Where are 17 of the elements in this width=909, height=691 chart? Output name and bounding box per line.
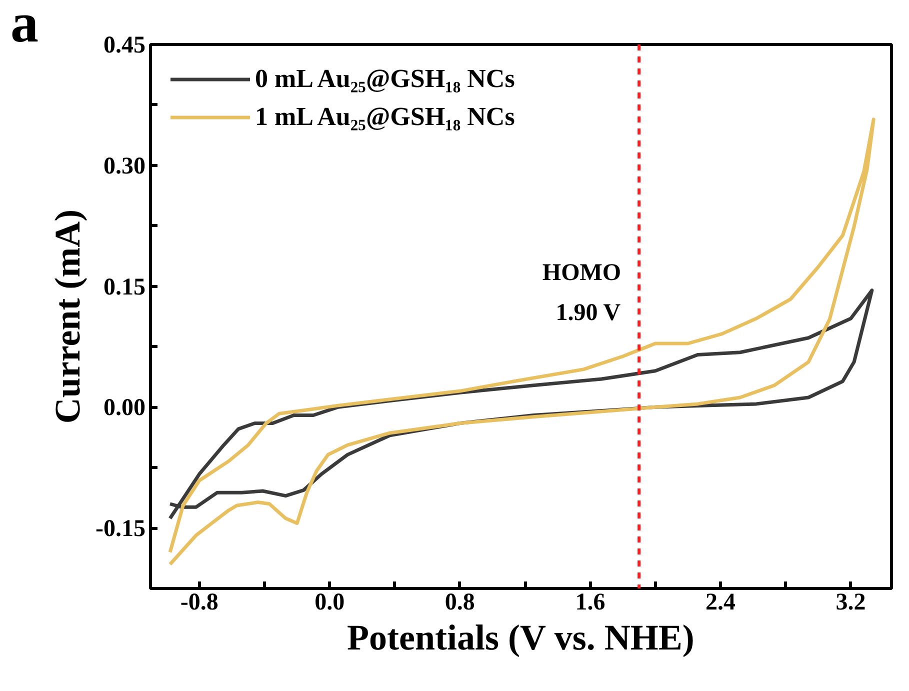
y-tick-label: 0.00 <box>104 395 146 422</box>
x-tick-label: 0.8 <box>444 590 475 616</box>
x-tick-label: 0.0 <box>314 590 345 616</box>
x-tick-label: 2.4 <box>706 590 736 616</box>
legend-label: 1 mL Au₂₅@GSH₁₈ NCs <box>255 102 515 132</box>
y-tick-label: 0.45 <box>104 32 146 58</box>
legend-label: 0 mL Au₂₅@GSH₁₈ NCs <box>255 64 515 94</box>
x-tick-label: -0.8 <box>180 590 218 616</box>
y-tick-label: 0.30 <box>104 153 146 180</box>
y-tick-label: -0.15 <box>96 516 146 542</box>
y-axis-title: Current (mA) <box>48 209 88 424</box>
x-axis-title: Potentials (V vs. NHE) <box>347 618 694 658</box>
y-tick-label: 0.15 <box>104 274 146 300</box>
x-tick-label: 3.2 <box>836 590 866 616</box>
text: a <box>10 0 38 54</box>
x-tick-label: 1.6 <box>575 590 606 616</box>
ref-line-label: HOMO 1.90 V <box>542 260 622 326</box>
